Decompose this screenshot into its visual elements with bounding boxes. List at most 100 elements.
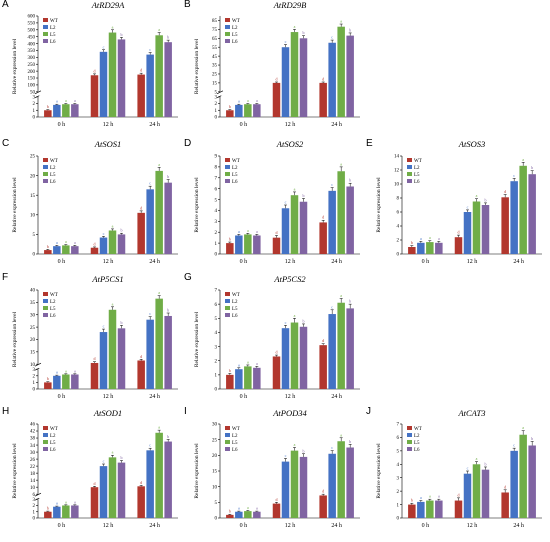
chart-title: AtRD29B <box>273 0 307 10</box>
bar-l6-1 <box>299 38 308 118</box>
significance-letter: b <box>47 104 49 109</box>
bar-wt-0 <box>44 382 52 389</box>
bar-l6-0 <box>71 374 79 389</box>
significance-letter: a <box>158 162 160 167</box>
legend-swatch-l2 <box>225 433 230 437</box>
legend-swatch-l6 <box>43 447 48 451</box>
bar-l6-1 <box>117 328 126 389</box>
y-tick-label: 10 <box>30 363 36 368</box>
y-axis-label: Relative expression level <box>194 311 200 367</box>
bar-l5-0 <box>426 500 434 518</box>
significance-letter: b <box>349 27 351 32</box>
panel-label: D <box>184 138 191 149</box>
legend-swatch-l6 <box>43 39 48 43</box>
bar-l2-0 <box>417 242 425 254</box>
significance-letter: d <box>322 76 324 81</box>
axis-break-mark <box>34 362 42 367</box>
axis-break-mark <box>216 90 224 95</box>
significance-letter: a <box>74 240 76 245</box>
significance-letter: a <box>238 99 240 104</box>
legend-label: L6 <box>232 314 238 319</box>
chart-title: AtPOD34 <box>272 408 307 418</box>
y-tick-label: 20 <box>212 454 218 459</box>
significance-letter: d <box>94 241 96 246</box>
significance-letter: a <box>438 236 440 241</box>
bar-l2-1 <box>99 466 108 518</box>
y-axis-label: Relative expression level <box>12 443 18 499</box>
bar-l6-1 <box>481 205 490 254</box>
significance-letter: c <box>513 443 515 448</box>
y-axis-label: Relative expression level <box>194 443 200 499</box>
y-tick-label: 6 <box>33 493 36 498</box>
y-tick-label: 0 <box>33 253 36 258</box>
y-tick-label: 25 <box>212 438 218 443</box>
y-tick-label: 75 <box>212 28 218 33</box>
significance-letter: d <box>504 189 506 194</box>
y-tick-label: 14 <box>394 155 400 160</box>
y-tick-label: 3 <box>215 220 218 225</box>
bar-l2-0 <box>53 104 61 117</box>
y-tick-label: 250 <box>28 63 36 68</box>
legend-label: L5 <box>50 307 56 312</box>
y-tick-label: 4 <box>397 225 400 230</box>
bar-l2-0 <box>235 369 243 389</box>
significance-letter: a <box>65 239 67 244</box>
bar-l2-0 <box>53 375 61 389</box>
significance-letter: a <box>522 157 524 162</box>
legend-swatch-wt <box>407 158 412 162</box>
y-tick-label: 2 <box>33 504 36 509</box>
chart-title: AtRD29A <box>91 0 125 10</box>
significance-letter: c <box>285 200 287 205</box>
chart-panel-F: F AtP5CS1 Relative expression level 0 12 310 1… <box>2 272 179 400</box>
legend-label: L2 <box>414 166 420 171</box>
significance-letter: d <box>322 489 324 494</box>
y-tick-label: 1 <box>397 503 400 508</box>
significance-letter: a <box>238 362 240 367</box>
legend-swatch-l5 <box>43 440 48 444</box>
panel-label: E <box>366 138 373 149</box>
axis-break-mark <box>34 492 42 497</box>
legend-label: L6 <box>232 180 238 185</box>
y-tick-label: 1 <box>33 510 36 515</box>
bar-l6-1 <box>117 462 126 518</box>
legend-swatch-l6 <box>43 313 48 317</box>
significance-letter: c <box>103 231 105 236</box>
legend-label: WT <box>232 427 240 432</box>
bar-l2-2 <box>146 319 154 389</box>
legend-swatch-wt <box>225 292 230 296</box>
significance-letter: c <box>285 39 287 44</box>
significance-letter: d <box>276 76 278 81</box>
significance-letter: a <box>340 161 342 166</box>
bar-l6-0 <box>71 104 79 117</box>
bar-wt-1 <box>90 247 99 254</box>
significance-letter: b <box>121 32 123 37</box>
bar-l2-0 <box>53 506 61 518</box>
significance-letter: c <box>285 320 287 325</box>
y-tick-label: 1 <box>215 242 218 247</box>
bar-l5-2 <box>519 165 527 254</box>
y-tick-label: 1 <box>215 374 218 379</box>
legend-label: L5 <box>50 441 56 446</box>
y-tick-label: 15 <box>212 82 218 87</box>
bar-l2-2 <box>328 453 336 518</box>
legend-label: WT <box>232 159 240 164</box>
significance-letter: a <box>238 506 240 511</box>
y-tick-label: 3 <box>33 96 36 101</box>
bar-l6-0 <box>435 242 443 254</box>
legend-swatch-wt <box>43 292 48 296</box>
y-tick-label: 400 <box>28 42 36 47</box>
y-tick-label: 34 <box>30 444 36 449</box>
significance-letter: a <box>158 425 160 430</box>
significance-letter: b <box>229 509 231 514</box>
legend-label: WT <box>50 159 58 164</box>
significance-letter: a <box>65 98 67 103</box>
legend-swatch-wt <box>43 18 48 22</box>
bar-wt-1 <box>272 82 281 117</box>
legend-swatch-l5 <box>407 440 412 444</box>
significance-letter: b <box>229 237 231 242</box>
legend-label: WT <box>50 293 58 298</box>
significance-letter: a <box>256 229 258 234</box>
legend-swatch-l2 <box>43 299 48 303</box>
